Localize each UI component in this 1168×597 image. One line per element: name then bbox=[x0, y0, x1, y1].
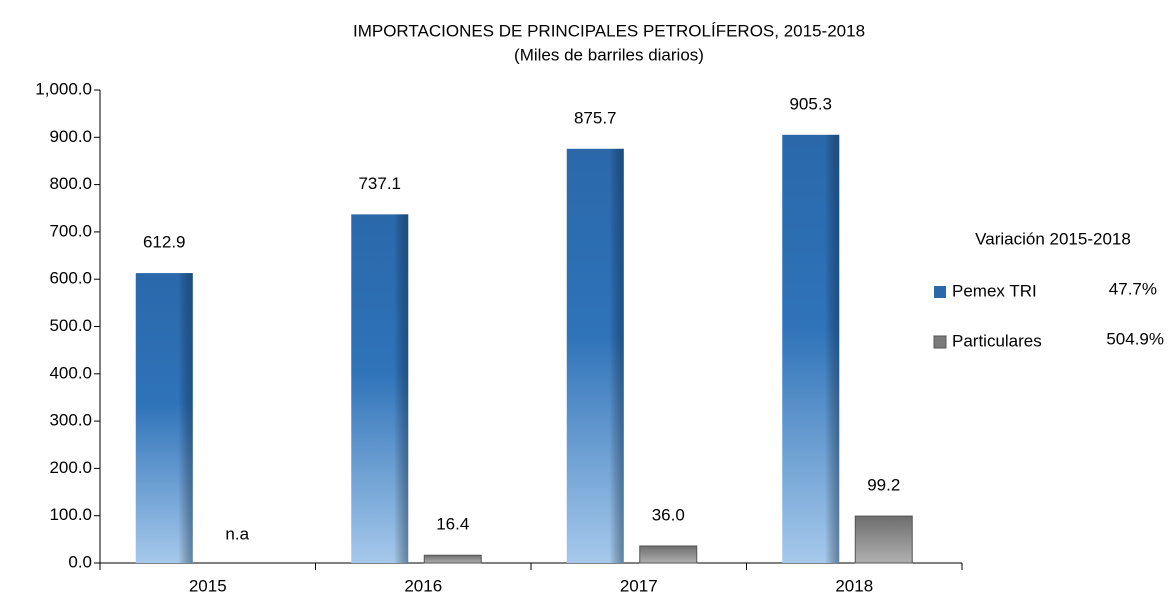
bar bbox=[639, 545, 698, 564]
y-tick-label: 100.0 bbox=[49, 505, 92, 524]
chart-subtitle: (Miles de barriles diarios) bbox=[514, 45, 704, 64]
y-tick-label: 500.0 bbox=[49, 316, 92, 335]
y-tick-label: 600.0 bbox=[49, 269, 92, 288]
data-label: 99.2 bbox=[867, 476, 900, 495]
data-label: 875.7 bbox=[574, 108, 617, 127]
legend-title: Variación 2015-2018 bbox=[975, 229, 1131, 248]
x-tick-label: 2016 bbox=[404, 576, 442, 595]
legend-variation: 504.9% bbox=[1106, 329, 1164, 348]
legend-swatch bbox=[933, 335, 947, 349]
y-tick-label: 700.0 bbox=[49, 221, 92, 240]
data-label: 905.3 bbox=[789, 94, 832, 113]
y-tick-label: 800.0 bbox=[49, 174, 92, 193]
bar bbox=[854, 515, 913, 564]
data-label: 36.0 bbox=[652, 505, 685, 524]
bar-shade bbox=[351, 214, 409, 564]
data-label: n.a bbox=[225, 524, 249, 543]
bar bbox=[423, 554, 482, 564]
data-label: 612.9 bbox=[143, 233, 186, 252]
legend-label: Particulares bbox=[952, 331, 1042, 350]
y-tick-label: 400.0 bbox=[49, 363, 92, 382]
x-tick-label: 2018 bbox=[835, 576, 873, 595]
bar-shade bbox=[566, 148, 624, 564]
data-label: 737.1 bbox=[358, 174, 401, 193]
bar-shade bbox=[782, 134, 840, 564]
bar-shade bbox=[135, 273, 193, 563]
legend-swatch bbox=[934, 286, 946, 298]
y-tick-label: 0.0 bbox=[68, 552, 92, 571]
legend-label: Pemex TRI bbox=[952, 281, 1037, 300]
y-tick-label: 200.0 bbox=[49, 458, 92, 477]
chart-title: IMPORTACIONES DE PRINCIPALES PETROLÍFERO… bbox=[353, 21, 865, 40]
y-tick-label: 1,000.0 bbox=[35, 79, 92, 98]
x-tick-label: 2017 bbox=[620, 576, 658, 595]
data-label: 16.4 bbox=[436, 515, 469, 534]
x-tick-label: 2015 bbox=[189, 576, 227, 595]
y-tick-label: 300.0 bbox=[49, 411, 92, 430]
y-tick-label: 900.0 bbox=[49, 127, 92, 146]
legend-variation: 47.7% bbox=[1109, 279, 1157, 298]
